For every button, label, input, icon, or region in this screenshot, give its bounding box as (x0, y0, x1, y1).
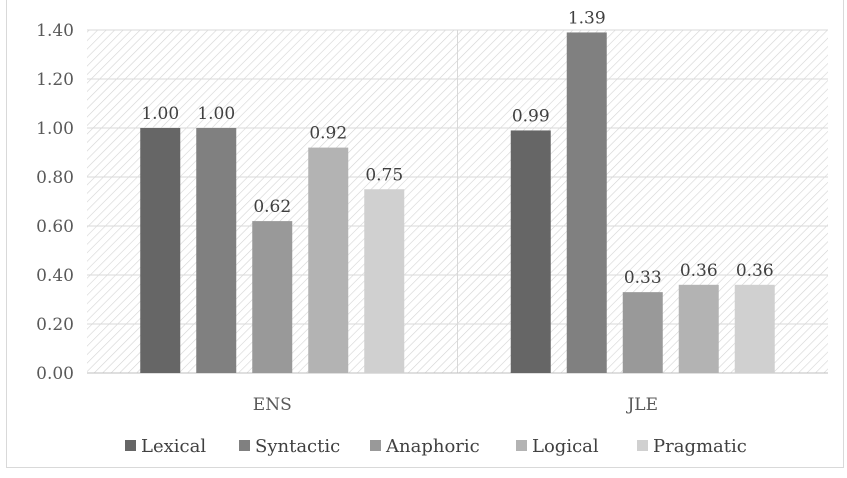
y-tick-label: 1.20 (36, 70, 74, 90)
legend-item: Logical (516, 436, 599, 457)
bar-logical-jle (678, 284, 719, 373)
legend-swatch (370, 440, 381, 451)
y-tick-label: 0.40 (36, 266, 74, 286)
legend-swatch (637, 440, 648, 451)
data-label: 0.36 (736, 261, 774, 281)
legend-label: Anaphoric (385, 436, 480, 457)
category-label: ENS (253, 395, 292, 415)
data-label: 0.62 (253, 197, 291, 217)
bar-syntactic-jle (566, 32, 607, 373)
y-tick-label: 1.00 (36, 119, 74, 139)
bar-anaphoric-jle (622, 292, 663, 373)
y-tick-label: 0.20 (36, 315, 74, 335)
data-label: 0.99 (512, 106, 550, 126)
data-label: 0.33 (624, 268, 662, 288)
legend-label: Lexical (141, 436, 206, 457)
y-tick-label: 1.40 (36, 21, 74, 41)
legend-swatch (239, 440, 250, 451)
legend-item: Pragmatic (637, 436, 747, 457)
y-tick-label: 0.00 (36, 364, 74, 384)
bar-logical-ens (308, 147, 349, 373)
legend-item: Syntactic (239, 436, 340, 457)
legend-item: Lexical (125, 436, 206, 457)
bar-syntactic-ens (196, 128, 237, 373)
legend-label: Pragmatic (653, 436, 747, 457)
data-label: 0.75 (365, 165, 403, 185)
bar-pragmatic-ens (364, 189, 405, 373)
y-tick-label: 0.60 (36, 217, 74, 237)
category-label: JLE (625, 395, 658, 415)
bar-anaphoric-ens (252, 221, 293, 373)
data-label: 1.00 (141, 104, 179, 124)
bar-pragmatic-jle (734, 284, 775, 373)
legend-label: Syntactic (255, 436, 340, 457)
data-label: 0.92 (309, 124, 347, 144)
y-tick-label: 0.80 (36, 168, 74, 188)
bar-lexical-jle (510, 130, 551, 373)
data-label: 1.00 (197, 104, 235, 124)
legend-swatch (125, 440, 136, 451)
legend-item: Anaphoric (370, 436, 480, 457)
data-label: 1.39 (568, 8, 606, 28)
legend-label: Logical (532, 436, 599, 457)
data-label: 0.36 (680, 261, 718, 281)
legend-swatch (516, 440, 527, 451)
bar-lexical-ens (140, 128, 181, 373)
